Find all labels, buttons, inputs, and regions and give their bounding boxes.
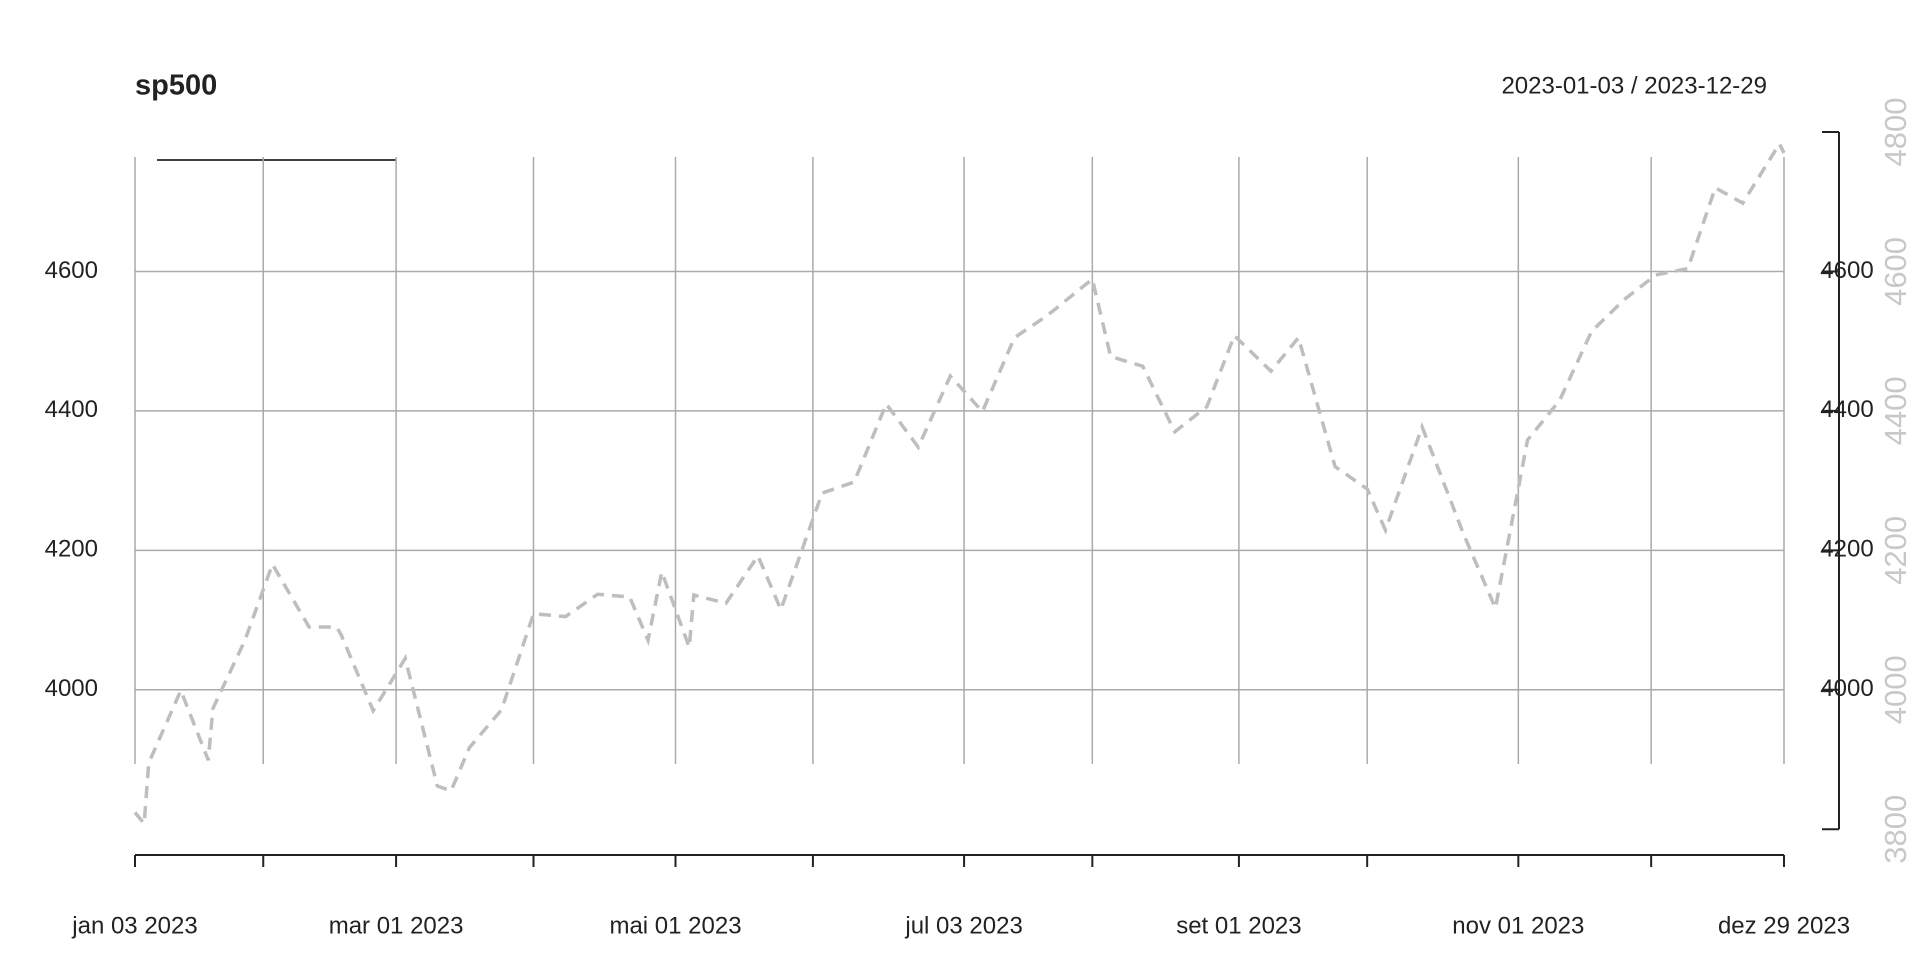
date-range: 2023-01-03 / 2023-12-29 [1501, 72, 1767, 99]
chart-title: sp500 [135, 70, 217, 102]
y2-tick-label: 4200 [1878, 516, 1913, 585]
y2-tick-label: 4400 [1878, 376, 1913, 445]
x-tick-label: dez 29 2023 [1718, 912, 1850, 939]
y-tick-label-right: 4000 [1820, 675, 1873, 702]
x-tick-label: mar 01 2023 [329, 912, 464, 939]
series-line [133, 140, 1786, 829]
x-tick-label: jul 03 2023 [904, 912, 1022, 939]
y2-tick-label: 4600 [1878, 237, 1913, 306]
y-tick-label: 4000 [45, 675, 98, 702]
x-tick-label: mai 01 2023 [609, 912, 741, 939]
x-tick-label: set 01 2023 [1176, 912, 1301, 939]
y2-tick-label: 4800 [1878, 98, 1913, 167]
y-tick-label: 4600 [45, 257, 98, 284]
y2-tick-label: 4000 [1878, 655, 1913, 724]
x-tick-label: jan 03 2023 [71, 912, 197, 939]
y-tick-label: 4200 [45, 536, 98, 563]
x-tick-label: nov 01 2023 [1452, 912, 1584, 939]
y-tick-label: 4400 [45, 396, 98, 423]
y-tick-label-right: 4600 [1820, 257, 1873, 284]
y2-tick-label: 3800 [1878, 795, 1913, 864]
y-tick-label-right: 4400 [1820, 396, 1873, 423]
y-tick-label-right: 4200 [1820, 536, 1873, 563]
